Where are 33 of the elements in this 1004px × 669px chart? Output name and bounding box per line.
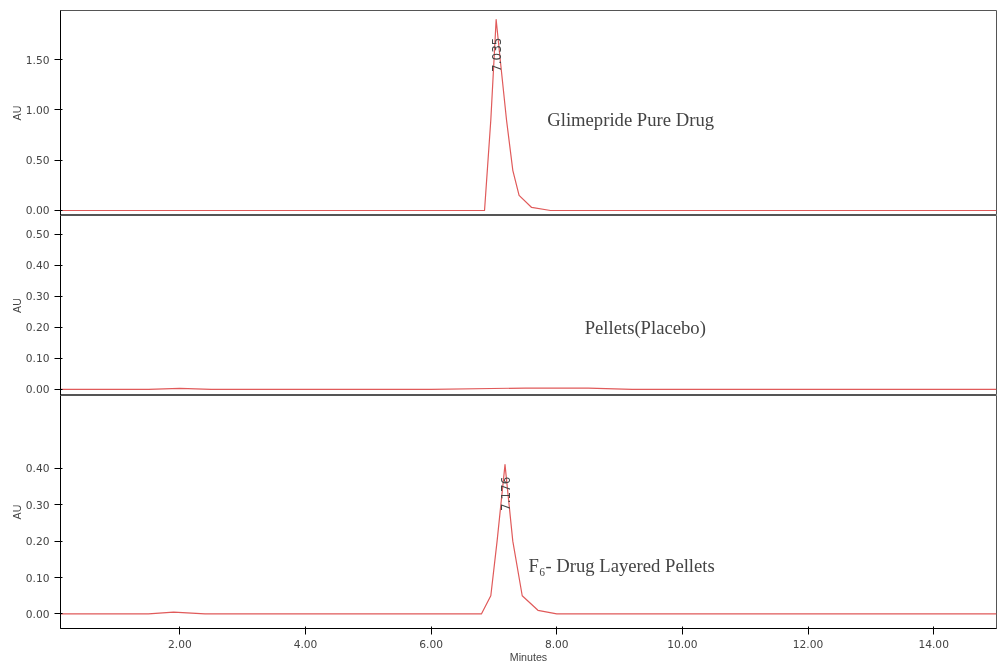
annotation: F₆- Drug Layered Pellets: [528, 555, 715, 577]
line-series: [60, 18, 997, 212]
x-tick-label: 10.00: [667, 637, 698, 651]
annotation: 7.035: [489, 37, 504, 72]
x-tick-label: 2.00: [167, 637, 192, 651]
x-axis-title: Minutes: [509, 650, 548, 663]
y-tick-label: 0.10: [25, 571, 50, 585]
y-tick-label: 0.00: [25, 204, 50, 218]
y-tick-label: 0.30: [25, 498, 50, 512]
y-tick-label: 0.00: [25, 383, 50, 397]
y-tick-label: 0.30: [25, 290, 50, 304]
y-tick-label: 1.50: [25, 53, 50, 67]
y-tick-label: 0.20: [25, 321, 50, 335]
y-tick-label: 1.00: [25, 103, 50, 117]
y-tick-label: 0.20: [25, 535, 50, 549]
y-axis-title: AU: [10, 298, 23, 313]
y-tick-label: 0.50: [25, 228, 50, 242]
annotation: Glimepride Pure Drug: [547, 108, 715, 130]
x-tick-label: 12.00: [792, 637, 824, 651]
y-tick-label: 0.50: [25, 154, 50, 168]
x-tick-label: 14.00: [918, 637, 950, 651]
y-tick-label: 0.40: [25, 462, 50, 476]
y-tick-label: 0.40: [25, 259, 50, 273]
x-tick-label: 6.00: [419, 637, 444, 651]
line-series: [60, 464, 997, 615]
y-tick-label: 0.00: [25, 607, 50, 621]
x-tick-label: 4.00: [293, 637, 318, 651]
annotation: Pellets(Placebo): [584, 316, 706, 339]
x-tick-label: 8.00: [544, 637, 569, 651]
y-axis-title: AU: [10, 105, 23, 121]
y-axis-title: AU: [10, 504, 23, 520]
annotation: 7.176: [498, 476, 513, 511]
y-tick-label: 0.10: [25, 352, 50, 366]
